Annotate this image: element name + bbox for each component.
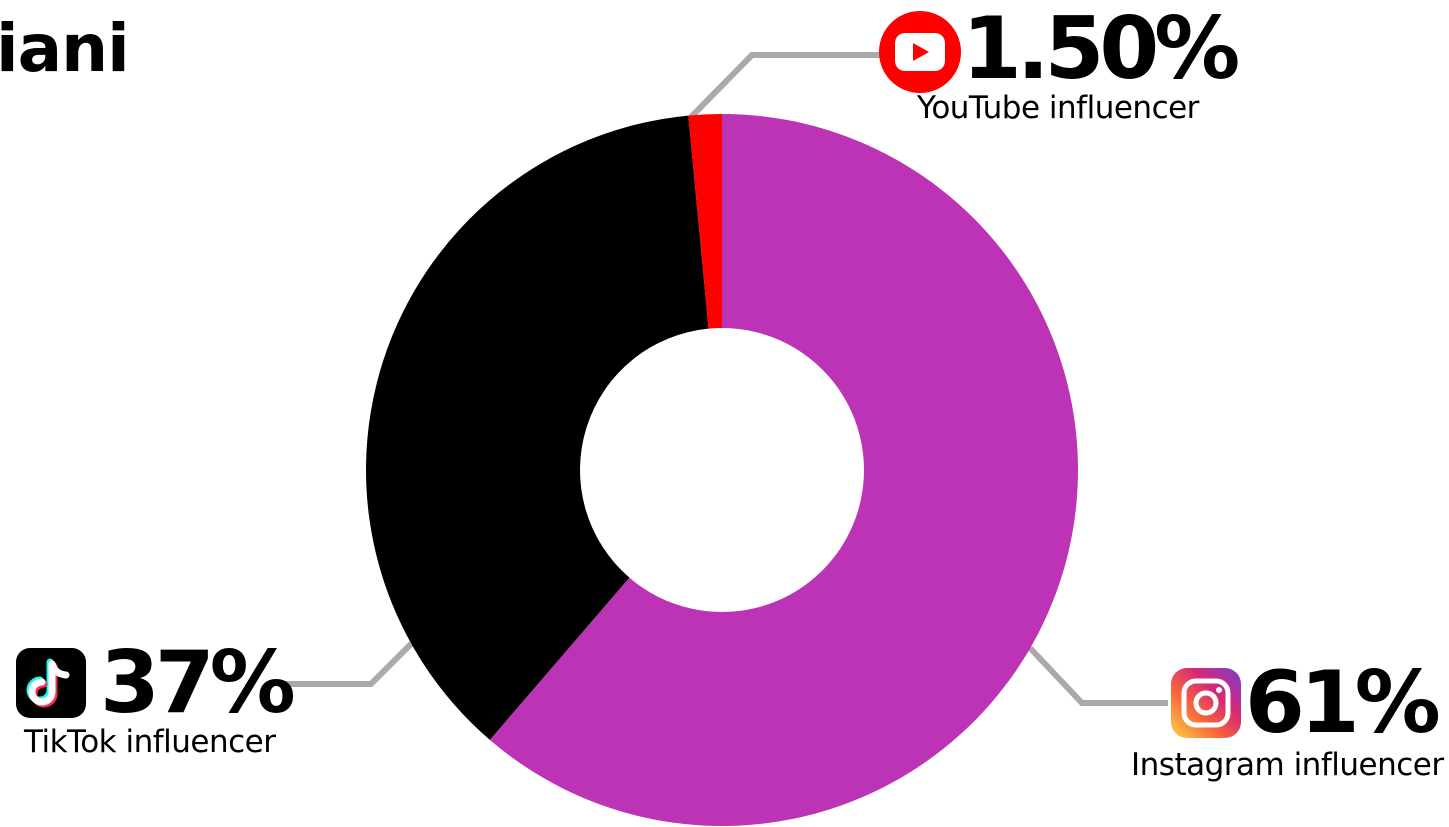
youtube-icon	[879, 11, 961, 93]
tiktok-label: TikTok influencer	[24, 724, 276, 760]
chart-title: iani	[0, 10, 130, 87]
tiktok-icon	[16, 648, 86, 718]
youtube-label: YouTube influencer	[917, 90, 1199, 126]
instagram-icon	[1171, 668, 1241, 738]
slice-youtube	[688, 114, 722, 329]
slice-instagram	[489, 114, 1078, 827]
leader-line-instagram	[1027, 645, 1168, 706]
tiktok-percentage: 37%	[100, 633, 296, 733]
instagram-percentage: 61%	[1245, 653, 1441, 753]
leader-line-youtube	[687, 52, 880, 121]
instagram-label: Instagram influencer	[1131, 747, 1444, 783]
leader-line-tiktok	[285, 639, 416, 687]
youtube-percentage: 1.50%	[962, 0, 1240, 99]
slice-tiktok	[366, 115, 709, 740]
